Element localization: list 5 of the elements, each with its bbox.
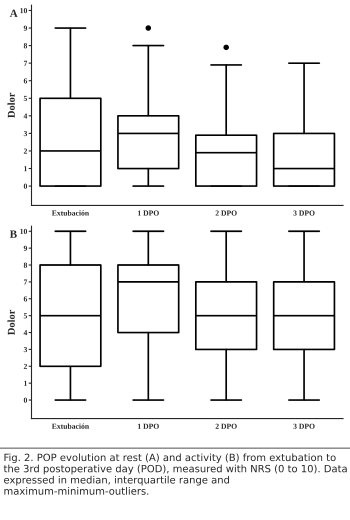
caption: Fig. 2. POP evolution at rest (A) and activity (B) from extubation to the 3rd postoperative day (POD), measured with NRS (0 to 10). Data expressed in median, interquartile range and maximum-minimum-outliers. bbox=[4, 453, 347, 495]
chart-title: B bbox=[10, 230, 17, 238]
y-axis-title: Dolor bbox=[7, 92, 15, 118]
y-axis-title: Dolor bbox=[7, 310, 15, 335]
chart-title: A bbox=[10, 10, 18, 17]
